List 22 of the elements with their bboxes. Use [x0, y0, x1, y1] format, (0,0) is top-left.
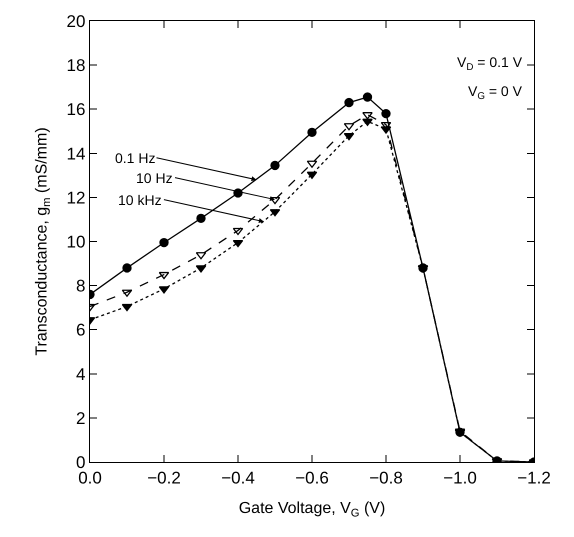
y-tick-label: 16	[66, 100, 86, 120]
x-axis-title: Gate Voltage, V$_{G}$ (V)	[238, 500, 386, 520]
y-tick-label: 8	[76, 276, 86, 296]
y-tick-label: 2	[76, 408, 86, 428]
x-tick-label: −1.2	[517, 468, 551, 488]
y-tick-label: 6	[76, 320, 86, 340]
annotation: 10 Hz	[136, 170, 173, 186]
y-tick-label: 4	[76, 364, 86, 384]
y-tick-label: 14	[66, 144, 86, 164]
x-tick-label: −0.6	[295, 468, 329, 488]
x-tick-label: −0.8	[369, 468, 403, 488]
y-tick-label: 20	[66, 12, 86, 31]
annotation: 10 kHz	[118, 192, 162, 208]
annotation: V$_{G}$ = 0 V	[468, 83, 523, 102]
y-tick-label: 10	[66, 232, 86, 252]
y-tick-label: 18	[66, 56, 86, 76]
x-tick-label: −0.4	[221, 468, 255, 488]
annotation: 0.1 Hz	[115, 150, 156, 166]
x-tick-label: −1.0	[443, 468, 477, 488]
y-tick-label: 12	[66, 188, 86, 208]
x-tick-label: −0.2	[147, 468, 181, 488]
annotation: V$_{D}$ = 0.1 V	[457, 54, 523, 73]
